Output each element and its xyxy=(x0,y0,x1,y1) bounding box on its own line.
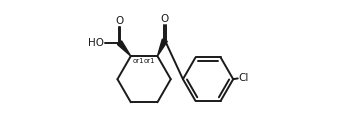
Text: or1: or1 xyxy=(133,58,144,64)
Text: O: O xyxy=(161,14,169,24)
Text: O: O xyxy=(115,16,124,26)
Text: HO: HO xyxy=(88,38,104,48)
Text: Cl: Cl xyxy=(238,73,249,83)
Polygon shape xyxy=(157,39,167,56)
Text: or1: or1 xyxy=(144,58,156,64)
Polygon shape xyxy=(117,41,131,56)
